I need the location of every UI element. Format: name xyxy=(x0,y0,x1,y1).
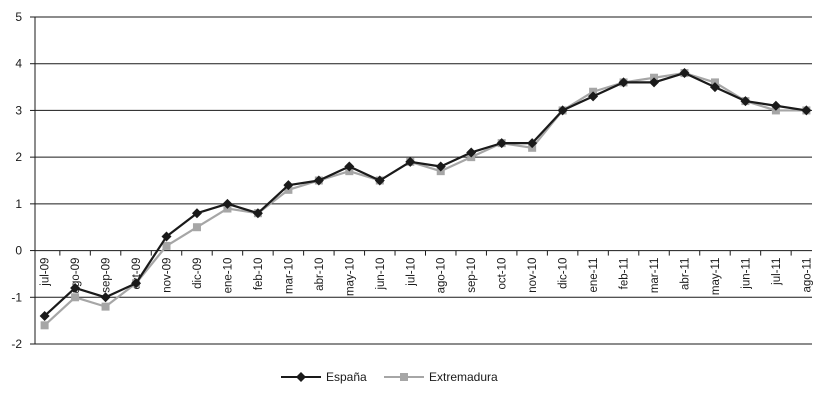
data-point-espana xyxy=(557,105,568,116)
x-tick-label: sep-10 xyxy=(466,258,478,293)
data-point-espana xyxy=(527,138,538,149)
x-tick-label: abr-10 xyxy=(314,258,326,291)
x-tick-label: ago-09 xyxy=(70,258,82,294)
data-point-extremadura xyxy=(162,241,171,250)
x-tick-label: dic-10 xyxy=(558,258,570,289)
x-tick-label: jul-09 xyxy=(40,258,52,287)
x-tick-label: mar-10 xyxy=(283,258,295,294)
x-tick-label: jul-10 xyxy=(405,258,417,287)
x-tick-label: feb-10 xyxy=(253,258,265,291)
legend-label-espana: España xyxy=(326,370,367,384)
legend-marker-extremadura xyxy=(400,373,408,381)
x-tick-label: ene-10 xyxy=(222,258,234,294)
data-point-espana xyxy=(801,105,812,116)
data-point-espana xyxy=(283,180,294,191)
data-point-espana xyxy=(131,278,142,289)
x-tick-label: nov-09 xyxy=(162,258,174,293)
legend: España Extremadura xyxy=(281,370,498,384)
x-tick-label: jun-11 xyxy=(740,258,752,290)
data-point-espana xyxy=(161,231,172,242)
data-point-espana xyxy=(191,208,202,219)
x-tick-label: feb-11 xyxy=(619,258,631,290)
legend-item-espana: España xyxy=(281,370,367,384)
series-line-espana xyxy=(43,71,807,317)
data-point-espana xyxy=(435,161,446,172)
data-point-espana xyxy=(466,147,477,158)
data-point-espana xyxy=(405,156,416,167)
y-tick-label: -2 xyxy=(11,337,22,351)
data-point-espana xyxy=(313,175,324,186)
y-tick-label: 4 xyxy=(15,57,22,71)
legend-label-extremadura: Extremadura xyxy=(429,370,498,384)
x-tick-label: oct-10 xyxy=(497,258,509,290)
data-point-extremadura xyxy=(192,223,201,232)
y-tick-label: 3 xyxy=(15,103,22,117)
x-tick-label: jul-11 xyxy=(771,258,783,286)
data-point-espana xyxy=(252,208,263,219)
y-tick-label: 1 xyxy=(15,197,22,211)
x-tick-label: nov-10 xyxy=(527,258,539,293)
data-point-espana xyxy=(100,292,111,303)
x-tick-label: ago-10 xyxy=(436,258,448,294)
x-axis: jul-09 ago-09 sep-09 oct-09 nov-09 dic-09 ene-… xyxy=(40,250,813,296)
data-point-espana xyxy=(496,138,507,149)
data-point-espana xyxy=(740,96,751,107)
x-tick-label: may-10 xyxy=(344,258,356,296)
legend-item-extremadura: Extremadura xyxy=(384,370,498,384)
data-point-extremadura xyxy=(101,302,110,311)
data-point-espana xyxy=(39,310,50,321)
x-tick-label: ene-11 xyxy=(588,258,600,293)
y-tick-label: 2 xyxy=(15,150,22,164)
data-point-espana xyxy=(679,68,690,79)
data-point-espana xyxy=(70,282,81,293)
legend-marker-espana xyxy=(296,372,306,382)
data-point-extremadura xyxy=(40,321,49,330)
data-point-espana xyxy=(374,175,385,186)
data-point-extremadura xyxy=(71,293,80,302)
gridlines xyxy=(35,16,812,345)
x-tick-label: may-11 xyxy=(710,258,722,296)
y-tick-label: 5 xyxy=(15,10,22,24)
x-tick-label: jun-10 xyxy=(375,258,387,291)
data-point-espana xyxy=(588,91,599,102)
y-tick-label: 0 xyxy=(15,244,22,258)
data-point-espana xyxy=(222,198,233,209)
data-point-espana xyxy=(618,77,629,88)
data-point-espana xyxy=(344,161,355,172)
x-tick-label: mar-11 xyxy=(649,258,661,294)
data-point-espana xyxy=(770,100,781,111)
y-tick-label: -1 xyxy=(11,290,22,304)
x-tick-label: ago-11 xyxy=(801,258,813,293)
y-axis: 5 4 3 2 1 0 -1 -2 xyxy=(11,10,36,351)
x-tick-label: dic-09 xyxy=(192,258,204,289)
data-point-espana xyxy=(709,82,720,93)
series-group xyxy=(39,68,812,330)
x-tick-label: abr-11 xyxy=(680,258,692,290)
x-tick-label: sep-09 xyxy=(101,258,113,293)
data-point-espana xyxy=(649,77,660,88)
